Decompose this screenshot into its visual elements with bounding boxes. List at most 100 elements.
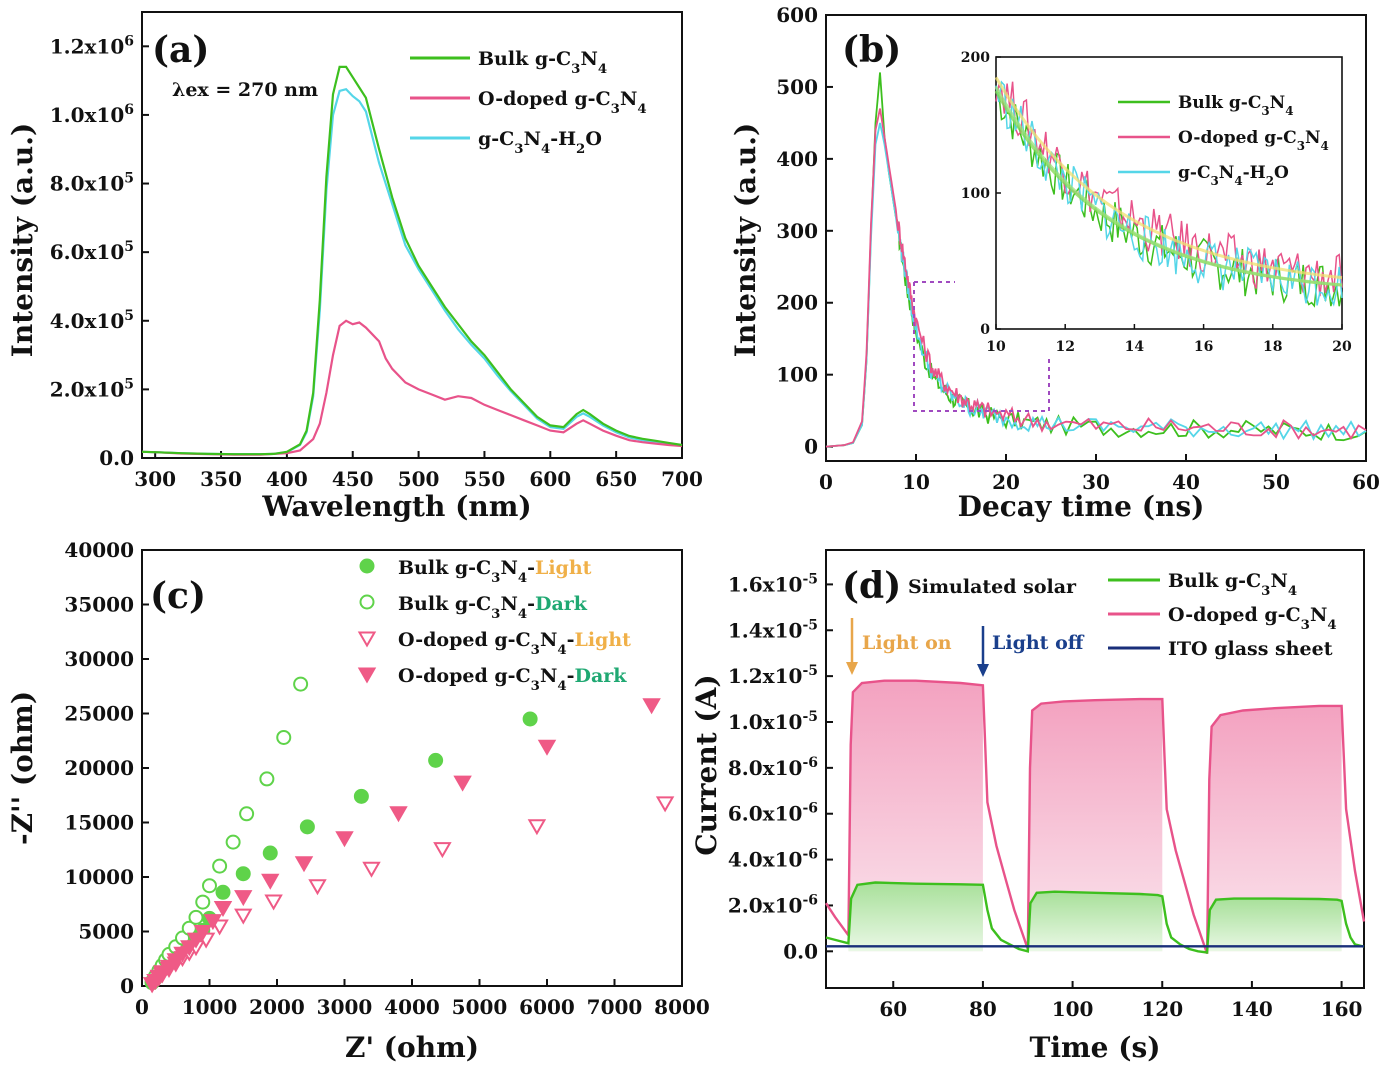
x-tick-label: 140 (1231, 997, 1273, 1021)
legend-label-g-c3n4-h2o: g-C3N4-H2O (478, 128, 602, 157)
y-tick-label: 2.0x105 (50, 376, 134, 401)
legend-label-o-doped-g-c3n4: O-doped g-C3N4 (1168, 604, 1337, 633)
data-point-o-doped-g-c3n4-dark (294, 856, 314, 873)
panel-a-x-axis-label: Wavelength (nm) (261, 490, 531, 523)
y-tick-label: 30000 (64, 647, 134, 671)
panel-d-y-axis-label: Current (A) (690, 674, 723, 855)
data-point-bulk-g-c3n4-dark (293, 676, 309, 692)
light-on-marker: Light on (846, 618, 952, 675)
y-tick-label: 5000 (78, 920, 134, 944)
inset-x-tick-label: 14 (1125, 339, 1145, 355)
data-point-o-doped-g-c3n4-light (362, 861, 381, 878)
y-tick-label: 400 (776, 147, 818, 171)
x-tick-label: 60 (1352, 470, 1380, 494)
series-line-o-doped-g-c3n4 (825, 108, 1367, 448)
data-point-o-doped-g-c3n4-dark (173, 946, 192, 963)
data-point-o-doped-g-c3n4-dark (642, 698, 661, 715)
light-on-annotation: Light on (862, 632, 952, 654)
panel-b-label: (b) (842, 29, 901, 71)
data-point-bulk-g-c3n4-dark (259, 771, 275, 787)
x-tick-label: 5000 (452, 995, 508, 1019)
x-tick-label: 10 (902, 470, 930, 494)
y-tick-label: 0 (120, 974, 134, 998)
inset-y-tick-label: 200 (961, 50, 990, 66)
panel-b-y-axis-label: Intensity (a.u.) (729, 123, 762, 357)
data-point-bulk-g-c3n4-dark (225, 834, 241, 850)
x-tick-label: 80 (969, 997, 997, 1021)
x-tick-label: 400 (266, 467, 308, 491)
x-tick-label: 20 (992, 470, 1020, 494)
y-tick-label: 8.0x10-6 (728, 755, 818, 780)
x-tick-label: 550 (464, 467, 506, 491)
data-point-o-doped-g-c3n4-dark (453, 775, 472, 792)
panel-b-zoom-indicator (913, 281, 1050, 412)
data-point-bulk-g-c3n4-light (235, 866, 251, 882)
data-point-bulk-g-c3n4-dark (188, 909, 204, 925)
inset-x-tick-label: 18 (1263, 339, 1282, 355)
x-tick-label: 600 (529, 467, 571, 491)
data-point-o-doped-g-c3n4-dark (234, 890, 253, 907)
panel-c-series (142, 676, 675, 994)
data-point-o-doped-g-c3n4-dark (335, 831, 354, 848)
inset-fit-o-doped-g-c3n4 (994, 76, 1343, 280)
panel-d-series (824, 679, 1366, 954)
data-point-bulk-g-c3n4-dark (212, 858, 228, 874)
data-point-o-doped-g-c3n4-light (234, 908, 253, 925)
y-tick-label: 200 (776, 291, 818, 315)
series-line-o-doped-g-c3n4 (141, 319, 683, 456)
fill-bulk-g-c3n4 (1027, 891, 1163, 952)
data-point-o-doped-g-c3n4-light (655, 796, 675, 813)
x-tick-label: 8000 (654, 995, 710, 1019)
legend-label-bulk-g-c3n4-light: Bulk g-C3N4-Light (398, 557, 592, 586)
x-tick-label: 160 (1321, 997, 1363, 1021)
light-on-arrowhead (846, 662, 858, 675)
legend-marker-o-doped-g-c3n4-dark (357, 667, 377, 684)
x-tick-label: 50 (1262, 470, 1290, 494)
data-point-bulk-g-c3n4-light (262, 845, 278, 861)
y-tick-label: 20000 (64, 756, 134, 780)
panel-c-label: (c) (150, 575, 206, 617)
panel-a-excitation-annotation: λex = 270 nm (172, 79, 318, 101)
series-line-bulk-g-c3n4 (141, 65, 683, 456)
panel-d-plot-frame (825, 549, 1365, 989)
panel-a-plot-frame (141, 11, 683, 459)
series-line-bulk-g-c3n4 (825, 881, 1365, 954)
panel-c-y-axis-label: -Z'' (ohm) (6, 691, 39, 845)
data-point-o-doped-g-c3n4-dark (159, 959, 179, 976)
inset-legend-label-g-c3n4-h2o: g-C3N4-H2O (1178, 163, 1289, 188)
panel-b-series (825, 72, 1367, 448)
data-point-bulk-g-c3n4-dark (239, 806, 255, 822)
x-tick-label: 2000 (249, 995, 305, 1019)
y-tick-label: 1.2x106 (50, 33, 134, 58)
y-tick-label: 1.6x10-5 (728, 571, 818, 596)
panel-d: 60 80 100 120 140 160 0.0 2.0x10-6 4.0x10-6 6.0x1… (690, 549, 1366, 1064)
data-point-o-doped-g-c3n4-light (264, 894, 283, 911)
y-tick-label: 0 (804, 435, 818, 459)
light-off-annotation: Light off (992, 632, 1085, 654)
panel-c-x-axis-label: Z' (ohm) (345, 1031, 479, 1064)
y-tick-label: 40000 (64, 538, 134, 562)
inset-y-tick-label: 100 (961, 186, 990, 202)
y-tick-label: 10000 (64, 865, 134, 889)
data-point-o-doped-g-c3n4-dark (213, 901, 233, 918)
zoom-box-left (913, 282, 1050, 412)
legend-label-o-doped-g-c3n4-dark: O-doped g-C3N4-Dark (398, 665, 627, 694)
panel-a-label: (a) (152, 29, 209, 71)
panel-a: 300 350 400 450 500 550 600 650 700 0.0 2.0x105 4.0… (6, 11, 703, 523)
data-point-o-doped-g-c3n4-dark (180, 940, 199, 957)
y-tick-label: 6.0x105 (50, 239, 134, 264)
data-point-bulk-g-c3n4-dark (195, 894, 211, 910)
data-point-bulk-g-c3n4-light (353, 788, 369, 804)
legend-label-o-doped-g-c3n4: O-doped g-C3N4 (478, 88, 647, 117)
y-tick-label: 300 (776, 219, 818, 243)
panel-a-y-axis-label: Intensity (a.u.) (6, 123, 39, 357)
data-point-o-doped-g-c3n4-dark (193, 925, 212, 942)
inset-series-o-doped-g-c3n4 (995, 81, 1343, 297)
y-tick-label: 2.0x10-6 (728, 892, 818, 917)
panel-d-fills (848, 680, 1342, 954)
data-point-o-doped-g-c3n4-dark (389, 806, 408, 823)
y-tick-label: 35000 (64, 593, 134, 617)
fill-bulk-g-c3n4 (848, 882, 983, 952)
